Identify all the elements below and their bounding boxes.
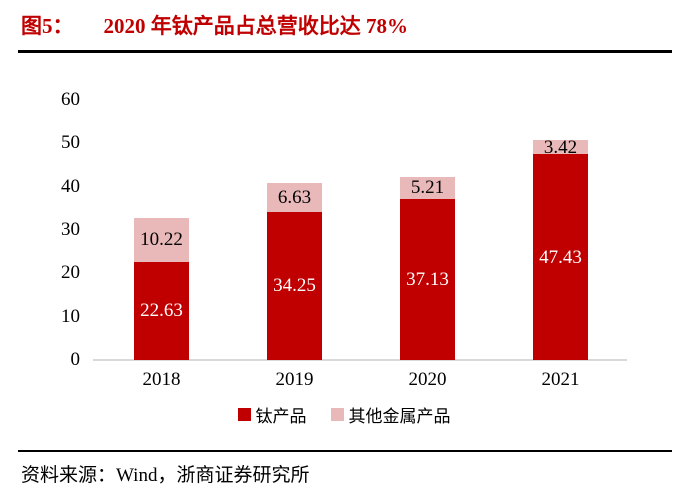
x-axis-label-2021: 2021 <box>541 369 580 390</box>
source-line: 资料来源：Wind，浙商证券研究所 <box>21 460 309 487</box>
bar-value-label: 22.63 <box>140 300 183 322</box>
y-axis-tick-20: 20 <box>61 262 80 284</box>
bar-segment-2020-series0: 37.13 <box>400 199 455 360</box>
bar-value-label: 34.25 <box>273 275 316 297</box>
bar-value-label: 47.43 <box>539 246 582 268</box>
bar-value-label: 10.22 <box>140 229 183 251</box>
bar-value-label: 5.21 <box>410 177 445 199</box>
figure-number-label: 图5： <box>21 14 74 38</box>
bar-value-label: 6.63 <box>277 186 312 208</box>
legend-label: 其他金属产品 <box>348 407 451 426</box>
y-axis-tick-50: 50 <box>61 132 80 154</box>
y-axis-tick-40: 40 <box>61 175 80 197</box>
y-axis-tick-10: 10 <box>61 305 80 327</box>
x-axis-label-2020: 2020 <box>408 369 447 390</box>
title-divider-line <box>18 50 672 53</box>
bar-segment-2021-series0: 47.43 <box>533 154 588 360</box>
bar-segment-2018-series1: 10.22 <box>134 217 189 262</box>
legend-item-1: 其他金属产品 <box>330 402 451 427</box>
legend-swatch-icon <box>237 408 251 421</box>
chart-legend: 钛产品 其他金属产品 <box>0 402 688 427</box>
bar-segment-2019-series1: 6.63 <box>267 182 322 212</box>
x-axis-label-2019: 2019 <box>275 369 314 390</box>
source-text: 资料来源：Wind，浙商证券研究所 <box>21 465 310 486</box>
bar-value-label: 37.13 <box>406 269 449 291</box>
legend-item-0: 钛产品 <box>237 402 307 427</box>
figure-title-text: 2020 年钛产品占总营收比达 78% <box>103 14 409 38</box>
bar-segment-2020-series1: 5.21 <box>400 176 455 200</box>
x-axis-line <box>93 359 627 361</box>
bar-segment-2021-series1: 3.42 <box>533 136 588 158</box>
legend-label: 钛产品 <box>255 407 307 426</box>
bar-value-label: 3.42 <box>543 136 578 158</box>
y-axis-tick-60: 60 <box>61 89 80 111</box>
figure-title: 图5： 2020 年钛产品占总营收比达 78% <box>21 10 408 40</box>
legend-swatch-icon <box>330 408 344 421</box>
bar-segment-2018-series0: 22.63 <box>134 261 189 360</box>
y-axis-tick-30: 30 <box>61 219 80 241</box>
bar-segment-2019-series0: 34.25 <box>267 211 322 360</box>
x-axis-label-2018: 2018 <box>142 369 181 390</box>
y-axis-tick-0: 0 <box>70 349 81 371</box>
source-divider-line <box>18 450 672 452</box>
